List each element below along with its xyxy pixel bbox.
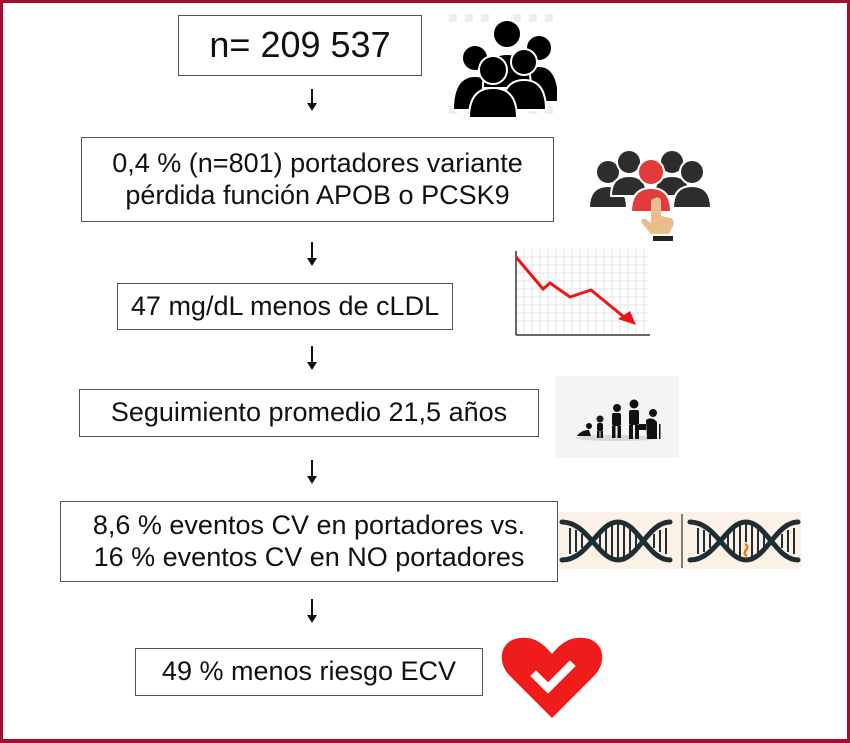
followup-box: Seguimiento promedio 21,5 años xyxy=(79,389,539,437)
flow-arrow-2 xyxy=(307,242,317,266)
select-person-icon xyxy=(587,149,713,241)
events-line-1: 8,6 % eventos CV en portadores vs. xyxy=(92,509,526,540)
flow-arrow-1 xyxy=(307,89,317,111)
risk-box: 49 % menos riesgo ECV xyxy=(135,648,483,696)
flow-arrow-4 xyxy=(307,460,317,484)
carriers-line-1: 0,4 % (n=801) portadores variante xyxy=(112,147,523,178)
events-box: 8,6 % eventos CV en portadores vs. 16 % … xyxy=(60,501,558,582)
life-stages-icon xyxy=(555,376,679,458)
flow-arrow-3 xyxy=(307,346,317,370)
ldl-box: 47 mg/dL menos de cLDL xyxy=(117,283,453,330)
ldl-text: 47 mg/dL menos de cLDL xyxy=(130,290,440,321)
heart-check-icon xyxy=(501,637,603,718)
population-text: n= 209 537 xyxy=(209,24,391,66)
carriers-box: 0,4 % (n=801) portadores variante pérdid… xyxy=(81,137,554,222)
dna-comparison-icon xyxy=(558,512,801,569)
followup-text: Seguimiento promedio 21,5 años xyxy=(110,397,508,428)
population-box: n= 209 537 xyxy=(178,15,422,76)
risk-text: 49 % menos riesgo ECV xyxy=(161,656,457,687)
flow-arrow-5 xyxy=(307,599,317,623)
events-line-2: 16 % eventos CV en NO portadores xyxy=(93,541,525,572)
declining-chart-icon xyxy=(514,249,650,336)
people-group-icon xyxy=(447,10,557,120)
carriers-line-2: pérdida función APOB o PCSK9 xyxy=(125,179,510,210)
